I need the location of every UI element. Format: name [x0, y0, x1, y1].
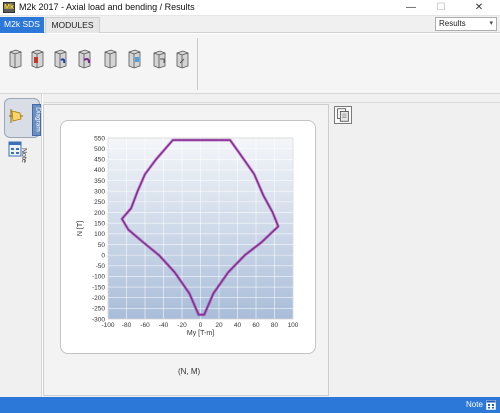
axis-ticks: -100 -80 -60 -40 -20 0 20 40 60 80 100-300-250-200…: [92, 135, 299, 329]
y-tick-label: 250: [94, 199, 105, 206]
status-note-label[interactable]: Note: [466, 400, 483, 409]
ribbon-toolbar: [0, 34, 500, 94]
y-tick-label: -100: [92, 274, 105, 281]
y-tick-label: 100: [94, 231, 105, 238]
y-tick-label: 0: [101, 252, 105, 259]
tab-m2k-sds[interactable]: M2k SDS: [0, 17, 44, 33]
section-bending-icon[interactable]: [102, 48, 118, 70]
minimize-button[interactable]: —: [406, 2, 416, 13]
y-tick-label: -150: [92, 284, 105, 291]
section-column-icon[interactable]: [7, 48, 23, 70]
section-ring-icon[interactable]: [151, 48, 167, 70]
y-tick-label: 350: [94, 178, 105, 185]
y-tick-label: -200: [92, 295, 105, 302]
curve-layer: [120, 138, 280, 317]
chart-caption: (N, M): [178, 367, 201, 376]
note-icon[interactable]: [8, 141, 22, 157]
x-tick-label: -20: [177, 322, 187, 329]
copy-icon[interactable]: [334, 106, 352, 124]
window-title: M2k 2017 - Axial load and bending / Resu…: [19, 2, 195, 12]
x-tick-label: -100: [101, 322, 114, 329]
x-tick-label: -60: [140, 322, 150, 329]
note-icon[interactable]: [486, 400, 496, 410]
y-tick-label: 450: [94, 157, 105, 164]
y-axis-label: N [T]: [77, 221, 84, 236]
interaction-diagram-chart: -100 -80 -60 -40 -20 0 20 40 60 80 100-300-250-200…: [77, 135, 299, 337]
sidebar-item-diagram[interactable]: Diagram: [4, 98, 42, 138]
chart-card: -100 -80 -60 -40 -20 0 20 40 60 80 100 -300 -250 -200…: [60, 120, 316, 354]
section-biaxial-icon[interactable]: [76, 48, 92, 70]
x-tick-label: 40: [234, 322, 242, 329]
diagram-icon: [9, 109, 23, 123]
section-rect-hollow-icon[interactable]: [29, 48, 45, 70]
divider: [43, 102, 500, 103]
x-tick-label: 100: [288, 322, 299, 329]
x-tick-label: 20: [215, 322, 223, 329]
y-tick-label: 500: [94, 146, 105, 153]
y-tick-label: 50: [98, 242, 106, 249]
plot-grid: [107, 137, 294, 320]
ribbon-separator: [197, 38, 198, 90]
sidebar-item-label: Diagram: [34, 107, 42, 132]
x-axis-label: My [T-m]: [187, 330, 214, 337]
view-select-value: Results: [439, 19, 466, 28]
x-tick-label: 0: [199, 322, 203, 329]
app-logo-icon: Mk: [3, 2, 15, 13]
y-tick-label: 300: [94, 189, 105, 196]
section-torsion-icon[interactable]: [174, 48, 190, 70]
interaction-curve: [121, 139, 279, 316]
close-button[interactable]: ✕: [474, 2, 484, 13]
tab-modules[interactable]: MODULES: [45, 17, 100, 33]
y-tick-label: 200: [94, 210, 105, 217]
section-load-icon[interactable]: [52, 48, 68, 70]
x-tick-label: 80: [271, 322, 279, 329]
tab-bar: M2k SDS MODULES: [0, 16, 500, 33]
maximize-button[interactable]: ☐: [436, 2, 446, 13]
section-shear-icon[interactable]: [126, 48, 142, 70]
chevron-down-icon: ▾: [489, 20, 493, 27]
sidebar-item-note[interactable]: Note: [20, 148, 27, 163]
y-tick-label: 150: [94, 220, 105, 227]
left-sidebar: Diagram Note: [0, 94, 42, 397]
view-select[interactable]: Results ▾: [435, 17, 497, 31]
sidebar-diagram-tab: Diagram: [32, 104, 42, 136]
y-tick-label: -50: [96, 263, 106, 270]
y-tick-label: -250: [92, 306, 105, 313]
title-bar: Mk M2k 2017 - Axial load and bending / R…: [0, 0, 500, 16]
y-tick-label: 550: [94, 135, 105, 142]
status-bar: Note: [0, 397, 500, 413]
x-tick-label: -80: [122, 322, 132, 329]
x-tick-label: -40: [159, 322, 169, 329]
y-tick-label: -300: [92, 316, 105, 323]
y-tick-label: 400: [94, 167, 105, 174]
x-tick-label: 60: [252, 322, 260, 329]
